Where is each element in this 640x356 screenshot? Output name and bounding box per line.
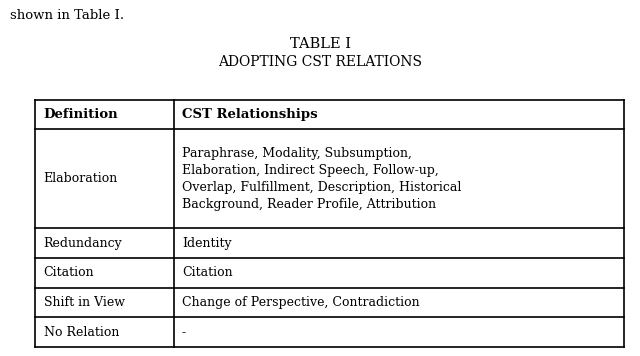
Text: shown in Table I.: shown in Table I. [10, 9, 124, 22]
Text: Citation: Citation [182, 266, 232, 279]
Text: CST Relationships: CST Relationships [182, 108, 317, 121]
Text: Definition: Definition [44, 108, 118, 121]
Text: Change of Perspective, Contradiction: Change of Perspective, Contradiction [182, 296, 419, 309]
Text: TABLE I: TABLE I [289, 37, 351, 51]
Text: ADOPTING CST RELATIONS: ADOPTING CST RELATIONS [218, 55, 422, 69]
Text: Shift in View: Shift in View [44, 296, 125, 309]
Text: Elaboration: Elaboration [44, 172, 118, 185]
Text: Identity: Identity [182, 237, 232, 250]
Text: Paraphrase, Modality, Subsumption,
Elaboration, Indirect Speech, Follow-up,
Over: Paraphrase, Modality, Subsumption, Elabo… [182, 147, 461, 211]
Text: -: - [182, 326, 186, 339]
Text: Redundancy: Redundancy [44, 237, 122, 250]
Text: No Relation: No Relation [44, 326, 119, 339]
Text: Citation: Citation [44, 266, 94, 279]
